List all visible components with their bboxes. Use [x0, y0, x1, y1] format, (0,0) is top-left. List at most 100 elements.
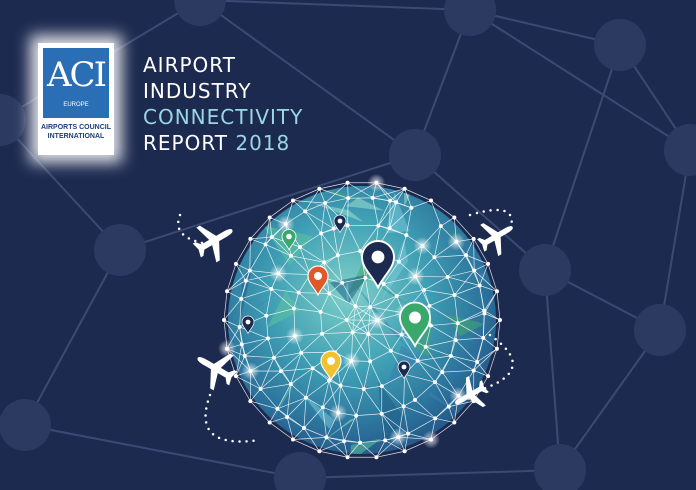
logo-name-line2: INTERNATIONAL [47, 133, 105, 140]
mesh-link [235, 375, 251, 402]
mesh-link [363, 385, 382, 390]
mesh-link [226, 263, 237, 292]
mesh-link [271, 288, 299, 294]
network-link [414, 154, 546, 271]
mesh-link [370, 295, 397, 308]
mesh-node [477, 283, 482, 288]
mesh-link [450, 340, 457, 357]
mesh-link [226, 290, 242, 300]
mesh-link [250, 388, 261, 402]
mesh-link [473, 337, 484, 371]
mesh-node [440, 370, 445, 375]
mesh-link [322, 380, 330, 408]
mesh-node [409, 205, 414, 210]
mesh-link [235, 344, 243, 377]
mesh-link [454, 285, 480, 296]
mesh-link [376, 450, 405, 458]
globe-facet [312, 203, 364, 222]
mesh-node [498, 318, 502, 322]
mesh-link [487, 348, 498, 377]
mesh-link [435, 406, 450, 419]
mesh-link [286, 397, 307, 418]
mesh-link [337, 255, 343, 283]
mesh-node [454, 239, 459, 244]
mesh-link [430, 325, 456, 341]
mesh-link [319, 440, 345, 452]
mesh-node [399, 332, 404, 337]
mesh-link [440, 217, 455, 227]
mesh-node [366, 332, 371, 337]
mesh-node [375, 318, 380, 323]
airplane-icon [192, 225, 233, 263]
mesh-link [369, 350, 392, 362]
mesh-link [473, 270, 480, 286]
mesh-link [378, 202, 397, 226]
mesh-link [340, 385, 357, 416]
mesh-link [403, 405, 436, 419]
mesh-node [368, 359, 373, 364]
mesh-link [271, 236, 292, 257]
mesh-link [383, 261, 400, 285]
mesh-link [325, 197, 349, 204]
mesh-link [292, 200, 326, 204]
mesh-node [264, 313, 269, 318]
location-pins [241, 214, 431, 382]
mesh-link [425, 346, 443, 373]
mesh-link [414, 381, 436, 401]
mesh-link [319, 188, 326, 204]
mesh-link [395, 188, 405, 203]
airplane-shape [197, 353, 238, 391]
mesh-link [417, 355, 451, 362]
mesh-node [494, 289, 499, 294]
mesh-link [328, 293, 347, 321]
mesh-link [301, 333, 323, 353]
network-link [469, 9, 691, 151]
network-link [659, 149, 691, 331]
mesh-link [334, 332, 353, 353]
globe-facet [387, 186, 396, 210]
mesh-node [237, 324, 242, 329]
mesh-node [317, 186, 322, 191]
mesh-link [323, 262, 343, 283]
mesh-node [422, 287, 427, 292]
mesh-link [277, 408, 305, 429]
mesh-link [312, 368, 330, 381]
mesh-node [379, 384, 384, 389]
mesh-link [484, 313, 501, 321]
mesh-node [370, 195, 375, 200]
globe-facet [381, 239, 409, 301]
mesh-node [263, 242, 268, 247]
mesh-link [299, 246, 325, 263]
mesh-node [271, 355, 276, 360]
mesh-link [305, 202, 326, 212]
mesh-node [345, 180, 350, 185]
mesh-link [340, 385, 364, 390]
mesh-link [359, 225, 379, 252]
mesh-link [329, 282, 343, 294]
mesh-link [342, 277, 366, 284]
mesh-node [338, 383, 343, 388]
mesh-link [360, 440, 386, 443]
mesh-link [404, 374, 416, 400]
mesh-link [363, 388, 382, 414]
mesh-link [269, 217, 273, 238]
mesh-node [368, 304, 373, 309]
mesh-node [225, 346, 230, 351]
mesh-node [354, 413, 359, 418]
mesh-node [358, 249, 363, 254]
map-pin-icon [320, 350, 342, 382]
mesh-link [381, 385, 404, 407]
mesh-node [248, 368, 253, 373]
globe-facet [231, 414, 257, 445]
mesh-link [223, 291, 228, 321]
mesh-link [434, 254, 467, 258]
mesh-link [487, 263, 498, 292]
mesh-link [290, 246, 301, 257]
mesh-node [222, 318, 226, 322]
mesh-link [404, 188, 432, 201]
mesh-node [406, 431, 411, 436]
mesh-link [359, 442, 377, 458]
mesh-node [317, 449, 322, 454]
mesh-link [273, 352, 302, 359]
mesh-link [352, 331, 369, 335]
